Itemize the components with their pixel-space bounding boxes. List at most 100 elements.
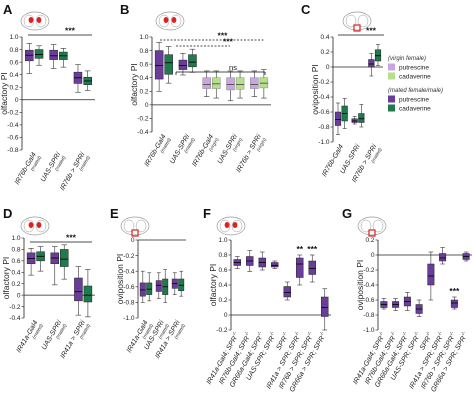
box-G-3-putrescine_mated [415, 299, 423, 317]
box-F-5-putrescine_mated [296, 254, 304, 286]
y-tick-label: -0.8 [363, 312, 375, 319]
box-iqr [450, 299, 458, 308]
significance-B-1: *** [160, 31, 265, 41]
brain-schematic-icon-E [120, 216, 150, 237]
box-F-2-putrescine_mated [258, 251, 266, 271]
brain-lobe-right [135, 219, 147, 233]
highlight-region-sog [131, 229, 139, 237]
x-label-superscript: -/- [293, 330, 301, 337]
box-G-6-putrescine_mated [450, 296, 458, 310]
box-iqr [83, 285, 93, 303]
box-A-0-cadaverine_mated [34, 45, 44, 66]
highlight-region-right [36, 222, 42, 228]
x-label-superscript: -/- [425, 330, 433, 337]
x-category-label-B: IR76b-Gal4(mated) [144, 133, 173, 168]
brain-outline [357, 216, 387, 236]
brain-schematic-icon-F [216, 216, 246, 236]
y-tick-label: 1.0 [11, 235, 20, 242]
significance-label: *** [223, 37, 234, 47]
x-label-superscript: -/- [436, 330, 444, 337]
brain-outline [120, 216, 150, 236]
brain-outline [20, 11, 50, 31]
panel-letter-D: D [3, 206, 12, 221]
box-D-1-cadaverine_mated [59, 244, 69, 280]
box-iqr [74, 277, 83, 302]
x-category-label-A: IR76b-Gal4(mated) [14, 151, 43, 186]
legend-item-label: putrescine [399, 97, 429, 104]
y-tick-label: -1.0 [123, 315, 135, 322]
y-tick-label: -0.8 [123, 300, 135, 307]
y-tick-label: 0.2 [139, 88, 148, 95]
significance-B-3: ns [175, 63, 266, 75]
y-tick-label: -1.0 [363, 327, 375, 334]
box-D-0-cadaverine_mated [36, 246, 45, 272]
panel-letter-G: G [342, 206, 352, 221]
x-label-superscript: -/- [231, 330, 239, 337]
y-tick-label: 0 [224, 312, 228, 319]
x-label-superscript: -/- [378, 330, 386, 337]
panel-letter-E: E [110, 206, 119, 221]
box-B-1-putrescine_mated [178, 52, 188, 76]
y-tick-label: -0.4 [318, 94, 330, 101]
significance-F-2: *** [307, 244, 318, 254]
box-iqr [321, 296, 329, 317]
significance-D: *** [30, 233, 92, 243]
y-tick-label: 0.2 [218, 297, 227, 304]
highlight-region-sog [368, 229, 376, 237]
y-tick-label: -0.8 [318, 124, 330, 131]
significance-B-2: *** [176, 37, 234, 47]
box-F-1-putrescine_mated [246, 250, 254, 272]
y-axis-title-E: oviposition PI [115, 254, 125, 305]
y-axis-title-G: oviposition PI [355, 260, 365, 311]
box-G-5-putrescine_mated [439, 247, 447, 265]
y-tick-label: 0.8 [139, 48, 148, 55]
legend-item-label: putrescine [399, 65, 429, 72]
brain-lobe-right [372, 219, 384, 233]
y-tick-label: 0.4 [9, 72, 18, 79]
y-tick-label: 0 [17, 292, 21, 299]
x-label-superscript: -/- [448, 330, 456, 337]
legend-header-mated: (mated female/male) [388, 88, 443, 94]
significance-label: *** [65, 26, 76, 36]
brain-lobe-right [170, 14, 182, 28]
x-label-superscript: -/- [281, 330, 289, 337]
y-axis-title-F: olfactory PI [208, 264, 218, 307]
y-tick-label: -0.4 [363, 282, 375, 289]
y-tick-label: -0.6 [7, 135, 19, 142]
y-tick-label: -1.0 [318, 139, 330, 146]
y-axis-title-D: olfactory PI [1, 257, 11, 300]
y-tick-label: 0.2 [365, 237, 374, 244]
y-tick-label: 0.2 [9, 84, 18, 91]
legend-swatch [388, 63, 395, 71]
box-iqr [212, 77, 221, 89]
brain-schematic-icon-G [357, 216, 387, 237]
y-tick-label: 0.8 [218, 252, 227, 259]
box-B-4-cadaverine_virgin [259, 69, 269, 99]
significance-label: *** [218, 31, 229, 41]
y-tick-label: 0 [371, 252, 375, 259]
panel-letter-C: C [301, 2, 311, 17]
box-E-0-putrescine_mated [139, 270, 146, 303]
y-tick-label: 0 [326, 64, 330, 71]
significance-label: ns [229, 63, 237, 72]
box-B-3-cadaverine_virgin [235, 70, 245, 99]
box-C-0-putrescine_mated [334, 102, 342, 135]
box-D-2-putrescine_mated [74, 266, 83, 316]
legend-swatch [388, 72, 395, 80]
legend-header-virgin: (virgin female) [388, 56, 426, 62]
brain-outline [342, 11, 372, 31]
significance-label: *** [366, 26, 377, 36]
y-tick-label: -0.2 [318, 79, 330, 86]
box-iqr [296, 257, 304, 278]
y-tick-label: 0.6 [139, 61, 148, 68]
significance-F-1: ** [296, 244, 303, 254]
y-tick-label: 0 [131, 237, 135, 244]
y-tick-label: 0.6 [11, 258, 20, 265]
brain-lobe-left [158, 14, 170, 28]
legend-swatch [388, 95, 395, 103]
y-tick-label: -0.8 [7, 147, 19, 154]
box-iqr [439, 253, 447, 262]
box-G-7-putrescine_mated [462, 251, 470, 262]
